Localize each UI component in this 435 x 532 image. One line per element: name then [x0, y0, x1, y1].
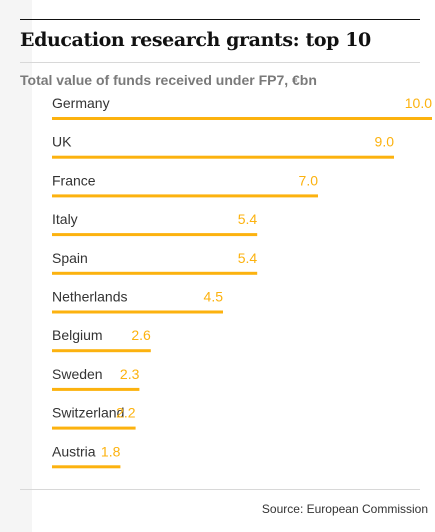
value-label: 9.0	[375, 134, 395, 150]
chart-card	[32, 0, 435, 532]
value-label: 7.0	[299, 172, 319, 188]
category-label: Italy	[52, 211, 78, 227]
bar-row: France 7.0	[52, 172, 319, 198]
bar-row: Belgium 2.6	[52, 327, 151, 353]
value-label: 5.4	[238, 250, 258, 266]
bar	[52, 194, 318, 198]
bar	[52, 233, 258, 237]
value-label: 4.5	[204, 289, 224, 305]
value-label: 5.4	[238, 211, 258, 227]
bar	[52, 349, 151, 353]
bar-row: Austria 1.8	[52, 443, 121, 469]
value-label: 1.8	[101, 443, 121, 459]
category-label: Netherlands	[52, 289, 128, 305]
category-label: Austria	[52, 443, 96, 459]
source-divider	[20, 489, 420, 490]
value-label: 2.3	[120, 366, 140, 382]
bar	[52, 155, 394, 159]
value-label: 2.6	[131, 327, 151, 343]
bar-row: Italy 5.4	[52, 211, 258, 237]
bar-row: Spain 5.4	[52, 250, 257, 275]
title-divider	[20, 62, 420, 63]
category-label: Spain	[52, 250, 88, 266]
bar-row: UK 9.0	[52, 134, 394, 159]
category-label: Germany	[52, 95, 110, 111]
bar-row: Sweden 2.3	[52, 366, 140, 391]
bar	[52, 310, 223, 314]
bar-row: Netherlands 4.5	[52, 289, 223, 314]
chart-subtitle: Total value of funds received under FP7,…	[20, 72, 317, 88]
category-label: UK	[52, 134, 72, 150]
value-label: 10.0	[405, 95, 432, 111]
bar	[52, 426, 136, 430]
category-label: Belgium	[52, 327, 103, 343]
bar	[52, 465, 121, 469]
category-label: Sweden	[52, 366, 103, 382]
bar-row: Germany 10.0	[52, 95, 432, 120]
category-label: France	[52, 172, 96, 188]
category-label: Switzerland	[52, 405, 124, 421]
bar	[52, 271, 258, 275]
value-label: 2.2	[116, 405, 136, 421]
chart-title: Education research grants: top 10	[20, 29, 371, 51]
title-top-rule	[20, 19, 420, 20]
bar	[52, 387, 140, 391]
bar	[52, 117, 432, 120]
source-note: Source: European Commission	[261, 502, 428, 516]
